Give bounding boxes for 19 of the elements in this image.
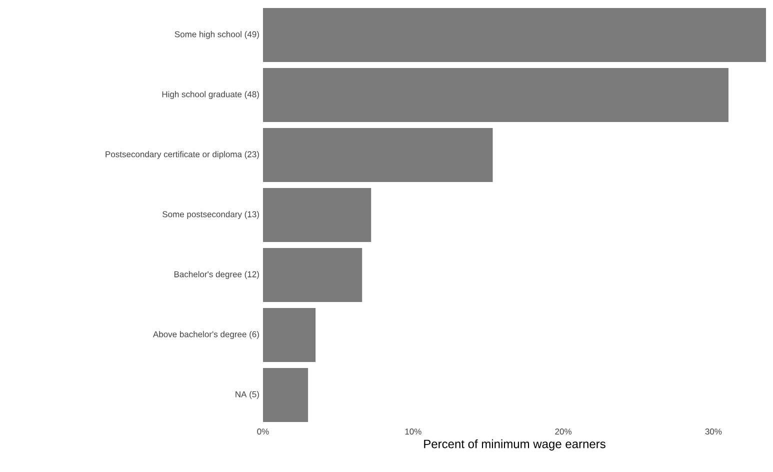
x-axis-title: Percent of minimum wage earners <box>424 439 606 451</box>
x-tick-label: 10% <box>405 428 422 435</box>
x-tick-label: 30% <box>705 428 722 435</box>
bar <box>263 308 316 362</box>
bar <box>263 68 728 122</box>
bar <box>263 8 766 62</box>
y-tick-label: Above bachelor's degree (6) <box>152 331 259 339</box>
x-tick-label: 0% <box>257 428 269 435</box>
x-tick-label: 20% <box>555 428 572 435</box>
bar <box>263 188 372 242</box>
bar <box>263 248 362 302</box>
y-tick-label: Some high school (49) <box>174 31 259 39</box>
y-tick-label: NA (5) <box>236 391 259 399</box>
y-tick-label: High school graduate (48) <box>162 91 259 99</box>
bar <box>263 368 308 422</box>
y-tick-label: Postsecondary certificate or diploma (23) <box>106 151 259 159</box>
bar <box>263 128 493 182</box>
y-tick-label: Bachelor's degree (12) <box>174 271 259 279</box>
y-tick-label: Some postsecondary (13) <box>162 211 259 219</box>
